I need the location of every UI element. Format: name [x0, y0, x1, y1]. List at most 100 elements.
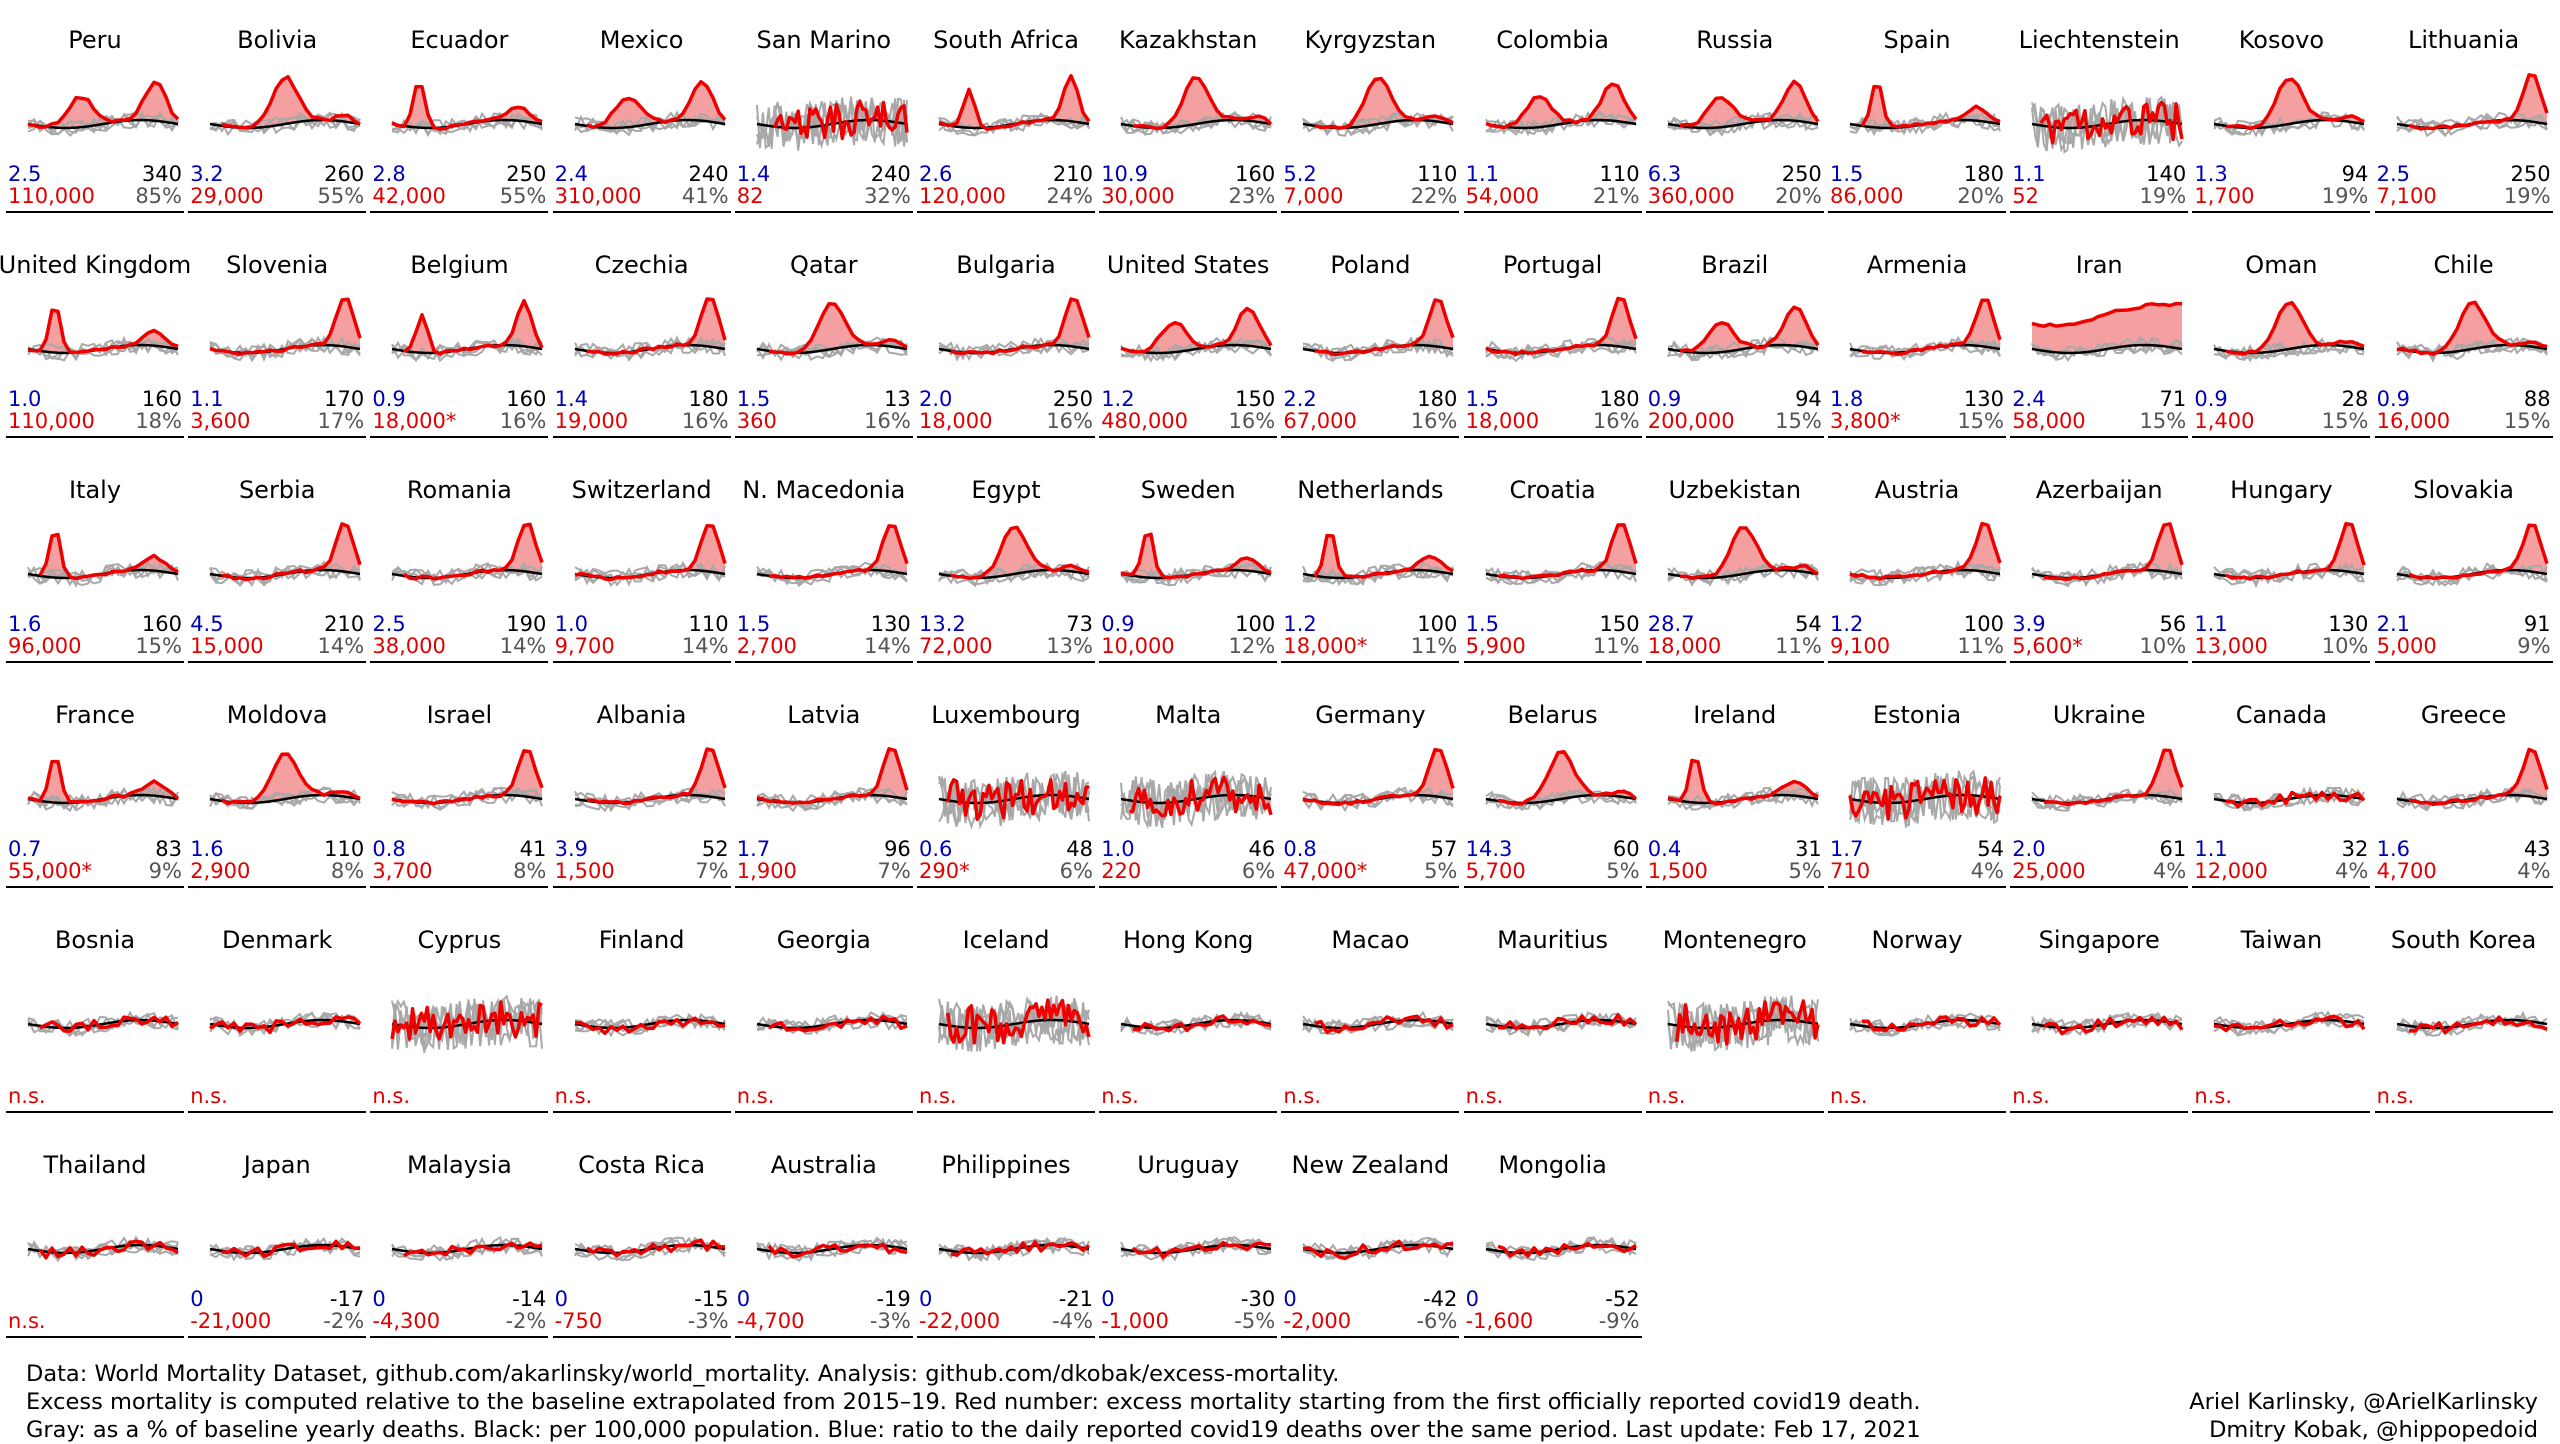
covid-ratio-value: 1.1 — [2012, 162, 2046, 186]
current-year-line — [38, 532, 179, 581]
past-year-line — [938, 114, 1090, 137]
sparkline-belarus — [1484, 749, 1637, 812]
past-year-line — [2031, 562, 2183, 588]
country-name-south-korea: South Korea — [2390, 926, 2537, 954]
excess-per-100k-value: 130 — [1963, 387, 2004, 411]
country-name-egypt: Egypt — [971, 476, 1041, 504]
country-name-georgia: Georgia — [776, 926, 871, 954]
excess-deaths-value: 16,000 — [2376, 409, 2451, 433]
country-panel: Cyprus n.s. — [368, 900, 550, 1125]
panel-axis-rule — [917, 211, 1095, 213]
excess-percent-value: 20% — [1775, 184, 1822, 208]
excess-area — [768, 303, 907, 354]
country-name-iran: Iran — [2075, 251, 2123, 279]
excess-area — [1850, 523, 2000, 579]
current-year-line — [1132, 1240, 1272, 1259]
excess-percent-value: 15% — [2503, 409, 2551, 433]
excess-per-100k-value: -14 — [512, 1287, 547, 1311]
sparkline-costa-rica — [573, 1236, 726, 1262]
past-year-line — [573, 337, 726, 360]
excess-percent-value: 11% — [1592, 634, 1640, 658]
country-panel: Taiwan n.s. — [2190, 900, 2372, 1125]
current-year-line — [1861, 1015, 2002, 1033]
excess-deaths-value: 1,500 — [554, 859, 615, 883]
excess-deaths-value: n.s. — [8, 1309, 46, 1333]
sparkline-estonia — [1848, 769, 2002, 829]
country-name-malaysia: Malaysia — [406, 1151, 512, 1179]
current-year-line — [2043, 522, 2184, 582]
excess-percent-value: 55% — [499, 184, 547, 208]
excess-percent-value: 18% — [135, 409, 182, 433]
excess-deaths-value: 310,000 — [554, 184, 642, 208]
excess-deaths-value: 58,000 — [2012, 409, 2086, 433]
country-panel: Finland n.s. — [551, 900, 733, 1125]
current-year-line — [574, 1016, 725, 1036]
current-year-line — [1497, 1013, 1637, 1031]
country-name-netherlands: Netherlands — [1297, 476, 1444, 504]
current-year-line — [767, 1014, 908, 1033]
sparkline-chile — [2395, 300, 2548, 363]
country-panel: Czechia 1.4 180 19,000 16% — [551, 225, 733, 450]
excess-per-100k-value: -21 — [1058, 1287, 1093, 1311]
country-name-united-kingdom: United Kingdom — [0, 251, 192, 279]
panel-axis-rule — [1463, 661, 1642, 663]
sparkline-iran — [2031, 301, 2183, 362]
country-panel: Egypt 13.2 73 72,000 13% — [915, 450, 1097, 675]
excess-per-100k-value: 13 — [884, 387, 911, 411]
sparkline-latvia — [755, 747, 909, 813]
past-year-line — [27, 336, 179, 361]
excess-deaths-value: 710 — [1830, 859, 1871, 883]
excess-percent-value: 23% — [1228, 184, 1276, 208]
current-year-line — [756, 747, 909, 805]
current-year-line — [1860, 84, 2001, 129]
panel-axis-rule — [1281, 1111, 1460, 1113]
excess-area — [2044, 750, 2183, 805]
covid-ratio-value: 1.7 — [736, 837, 771, 861]
excess-percent-value: 14% — [499, 634, 547, 658]
excess-per-100k-value: 180 — [1417, 387, 1458, 411]
past-year-line — [938, 565, 1090, 585]
covid-ratio-value: 2.0 — [2012, 837, 2046, 861]
country-panel: Bulgaria 2.0 250 18,000 16% — [915, 225, 1097, 450]
panel-axis-rule — [2010, 886, 2189, 888]
country-name-israel: Israel — [426, 701, 493, 729]
covid-ratio-value: 1.1 — [2194, 612, 2228, 636]
current-year-line — [27, 759, 180, 804]
excess-deaths-value: n.s. — [1101, 1084, 1139, 1108]
excess-deaths-value: 2,900 — [190, 859, 251, 883]
sparkline-hong-kong — [1120, 1010, 1272, 1036]
excess-percent-value: 9% — [2517, 634, 2551, 658]
sparkline-uruguay — [1120, 1236, 1272, 1263]
country-panel: Belarus 14.3 60 5,700 5% — [1462, 675, 1644, 900]
country-name-mexico: Mexico — [599, 26, 684, 54]
country-name-singapore: Singapore — [2038, 926, 2160, 954]
excess-per-100k-value: 32 — [2341, 837, 2369, 861]
panel-axis-rule — [2192, 886, 2371, 888]
panel-axis-rule — [1828, 211, 2006, 213]
excess-deaths-value: 18,000 — [1465, 409, 1540, 433]
current-year-line — [2044, 748, 2184, 807]
country-panel: N. Macedonia 1.5 130 2,700 14% — [733, 450, 915, 675]
past-year-line — [938, 336, 1090, 362]
country-panel: Georgia n.s. — [733, 900, 915, 1125]
excess-deaths-value: n.s. — [2012, 1084, 2050, 1108]
country-panel: Switzerland 1.0 110 9,700 14% — [551, 450, 733, 675]
excess-deaths-value: n.s. — [1647, 1084, 1686, 1108]
country-name-portugal: Portugal — [1502, 251, 1603, 279]
excess-deaths-value: 110,000 — [8, 184, 95, 208]
excess-deaths-value: 3,700 — [372, 859, 433, 883]
sparkline-philippines — [938, 1236, 1091, 1262]
current-year-line — [1497, 1241, 1637, 1258]
excess-deaths-value: -750 — [554, 1309, 603, 1333]
panel-axis-rule — [2374, 211, 2553, 213]
current-year-line — [1497, 749, 1637, 806]
past-year-line — [2213, 786, 2366, 812]
excess-percent-value: 10% — [2321, 634, 2369, 658]
country-panel: Portugal 1.5 180 18,000 16% — [1462, 225, 1644, 450]
baseline-line — [1485, 1018, 1636, 1030]
excess-percent-value: 7% — [695, 859, 729, 883]
excess-percent-value: 8% — [330, 859, 365, 883]
excess-per-100k-value: 170 — [324, 387, 365, 411]
panel-axis-rule — [188, 211, 367, 213]
current-year-line — [1679, 79, 1820, 128]
